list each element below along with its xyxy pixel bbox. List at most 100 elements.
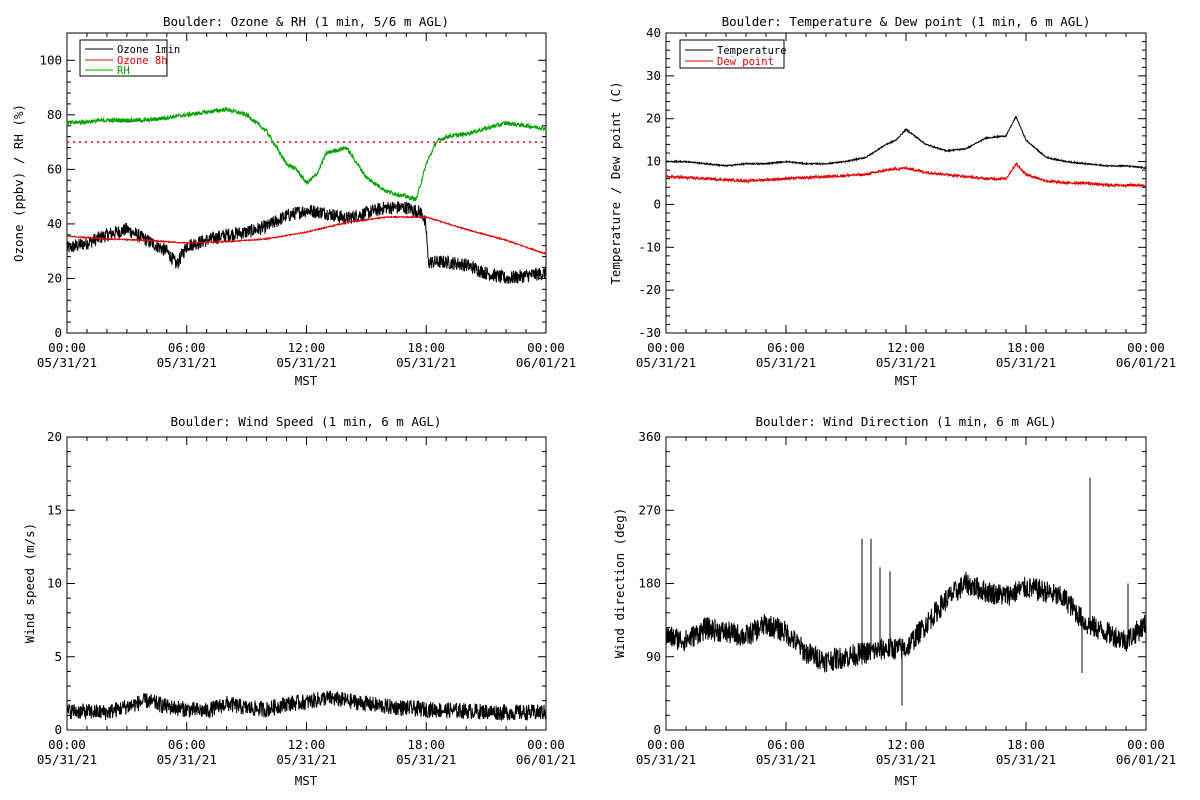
x-tick-date-label: 05/31/21 xyxy=(157,752,217,767)
y-tick-label: 40 xyxy=(47,216,62,231)
series-line-rh xyxy=(66,106,547,202)
x-tick-label: 00:00 xyxy=(1127,737,1165,752)
wind-direction-plot-area: 09018027036000:0005/31/2106:0005/31/2112… xyxy=(636,429,1176,767)
y-axis-label: Ozone (ppbv) / RH (%) xyxy=(11,104,26,262)
x-tick-label: 00:00 xyxy=(527,737,565,752)
y-tick-label: 270 xyxy=(638,502,661,517)
ozone-plot-area: 02040608010000:0005/31/2106:0005/31/2112… xyxy=(37,32,576,370)
y-tick-label: -10 xyxy=(638,239,661,254)
x-tick-date-label: 05/31/21 xyxy=(37,355,97,370)
legend-label: Temperature xyxy=(717,45,787,57)
series-line-temperature xyxy=(665,115,1147,170)
y-tick-label: 60 xyxy=(47,161,62,176)
x-tick-label: 00:00 xyxy=(647,737,685,752)
x-tick-label: 12:00 xyxy=(887,737,925,752)
series-line-wind-speed xyxy=(66,690,547,722)
legend-label: Dew point xyxy=(717,56,774,68)
y-tick-label: 90 xyxy=(646,649,661,664)
x-tick-label: 00:00 xyxy=(48,340,86,355)
y-axis-label: Wind direction (deg) xyxy=(612,508,627,659)
wind-speed-panel: Boulder: Wind Speed (1 min, 6 m AGL) Win… xyxy=(22,414,576,788)
x-tick-date-label: 06/01/21 xyxy=(1116,355,1176,370)
x-tick-date-label: 05/31/21 xyxy=(996,355,1056,370)
x-tick-date-label: 06/01/21 xyxy=(1116,752,1176,767)
x-axis-label: MST xyxy=(295,373,318,388)
x-tick-label: 18:00 xyxy=(1007,737,1045,752)
x-tick-label: 06:00 xyxy=(767,340,805,355)
x-tick-label: 06:00 xyxy=(168,737,206,752)
wind-speed-plot-area: 0510152000:0005/31/2106:0005/31/2112:000… xyxy=(37,429,576,767)
chart-legend: Ozone 1min Ozone 8h RH xyxy=(79,39,180,77)
y-tick-label: 20 xyxy=(47,429,62,444)
series-line-wind-dir xyxy=(665,572,1147,673)
y-tick-label: 5 xyxy=(54,649,62,664)
x-tick-label: 00:00 xyxy=(527,340,565,355)
ozone-rh-panel: Boulder: Ozone & RH (1 min, 5/6 m AGL) O… xyxy=(11,14,576,388)
x-tick-date-label: 05/31/21 xyxy=(996,752,1056,767)
x-tick-date-label: 05/31/21 xyxy=(756,752,816,767)
y-tick-label: 10 xyxy=(646,154,661,169)
y-tick-label: 100 xyxy=(39,52,62,67)
y-tick-label: 360 xyxy=(638,429,661,444)
y-tick-label: -30 xyxy=(638,325,661,340)
x-tick-label: 06:00 xyxy=(767,737,805,752)
y-tick-label: 0 xyxy=(653,196,661,211)
y-tick-label: 10 xyxy=(47,576,62,591)
y-tick-label: 180 xyxy=(638,576,661,591)
chart-title: Boulder: Temperature & Dew point (1 min,… xyxy=(722,14,1091,29)
x-tick-date-label: 05/31/21 xyxy=(37,752,97,767)
x-tick-label: 18:00 xyxy=(407,340,445,355)
y-axis-label: Wind speed (m/s) xyxy=(22,523,37,643)
x-tick-date-label: 05/31/21 xyxy=(636,752,696,767)
x-tick-label: 12:00 xyxy=(288,737,326,752)
x-tick-date-label: 05/31/21 xyxy=(876,355,936,370)
series-line-ozone-8h xyxy=(66,215,547,255)
y-tick-label: 0 xyxy=(653,722,661,737)
series-line-dew-point xyxy=(665,161,1147,188)
legend-box xyxy=(679,39,785,69)
wind-direction-panel: Boulder: Wind Direction (1 min, 6 m AGL)… xyxy=(612,414,1176,788)
y-tick-label: 0 xyxy=(54,325,62,340)
x-tick-label: 12:00 xyxy=(288,340,326,355)
chart-title: Boulder: Wind Speed (1 min, 6 m AGL) xyxy=(171,414,442,429)
y-axis-label: Temperature / Dew point (C) xyxy=(608,81,623,284)
x-tick-date-label: 05/31/21 xyxy=(876,752,936,767)
x-tick-label: 06:00 xyxy=(168,340,206,355)
series-line-ozone-1min xyxy=(66,201,547,285)
x-tick-label: 00:00 xyxy=(48,737,86,752)
legend-label: Ozone 8h xyxy=(117,55,168,67)
y-tick-label: 20 xyxy=(646,111,661,126)
chart-title: Boulder: Ozone & RH (1 min, 5/6 m AGL) xyxy=(163,14,449,29)
legend-label: Ozone 1min xyxy=(117,44,180,56)
x-tick-date-label: 06/01/21 xyxy=(516,355,576,370)
temperature-dewpoint-panel: Boulder: Temperature & Dew point (1 min,… xyxy=(608,14,1176,388)
temperature-plot-area: -30-20-1001020304000:0005/31/2106:0005/3… xyxy=(636,25,1176,370)
x-tick-label: 00:00 xyxy=(647,340,685,355)
x-tick-date-label: 05/31/21 xyxy=(276,355,336,370)
x-tick-date-label: 06/01/21 xyxy=(516,752,576,767)
x-tick-date-label: 05/31/21 xyxy=(276,752,336,767)
chart-title: Boulder: Wind Direction (1 min, 6 m AGL) xyxy=(755,414,1056,429)
x-tick-date-label: 05/31/21 xyxy=(157,355,217,370)
y-tick-label: 40 xyxy=(646,25,661,40)
legend-label: RH xyxy=(117,65,130,77)
x-tick-label: 18:00 xyxy=(407,737,445,752)
x-tick-label: 12:00 xyxy=(887,340,925,355)
x-tick-date-label: 05/31/21 xyxy=(756,355,816,370)
chart-legend: Temperature Dew point xyxy=(679,39,787,69)
y-tick-label: 30 xyxy=(646,68,661,83)
x-tick-label: 18:00 xyxy=(1007,340,1045,355)
x-axis-label: MST xyxy=(295,773,318,788)
y-tick-label: 20 xyxy=(47,270,62,285)
x-tick-date-label: 05/31/21 xyxy=(636,355,696,370)
y-tick-label: -20 xyxy=(638,282,661,297)
y-tick-label: 0 xyxy=(54,722,62,737)
y-tick-label: 80 xyxy=(47,107,62,122)
y-tick-label: 15 xyxy=(47,502,62,517)
x-axis-label: MST xyxy=(895,373,918,388)
x-tick-label: 00:00 xyxy=(1127,340,1165,355)
x-tick-date-label: 05/31/21 xyxy=(396,752,456,767)
x-tick-date-label: 05/31/21 xyxy=(396,355,456,370)
